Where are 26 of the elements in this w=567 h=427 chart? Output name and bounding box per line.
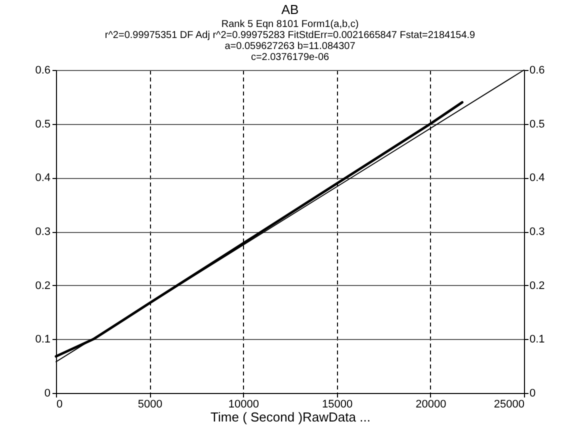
y-tick-label: 0.2: [35, 280, 50, 292]
y-tick-label: 0.1: [35, 334, 50, 346]
text: c=2.0376179e-06: [250, 52, 330, 63]
y-tick-label: 0.5: [35, 118, 50, 130]
text: r^2=0.99975351 DF Adj r^2=0.99975283 FitStdErr=0.0021665847 Fstat=2184154.9: [104, 30, 476, 41]
y2-tick-label: 0.4: [530, 172, 545, 184]
y-tick-label: 0.4: [35, 172, 50, 184]
y2-tick-label: 0.1: [530, 334, 545, 346]
y2-tick-label: 0.5: [530, 118, 545, 130]
x-tick-label: 0: [56, 398, 63, 410]
text: a=0.059627263 b=11.084307: [224, 41, 356, 52]
y2-tick-label: 0.2: [530, 280, 545, 292]
y2-tick-label: 0.6: [530, 64, 545, 76]
x-axis-title: Time ( Second )RawData ...: [210, 410, 370, 424]
y2-tick-label: 0.3: [530, 226, 545, 238]
y-tick-label: 0.3: [35, 226, 50, 238]
x-tick-label: 15000: [322, 398, 353, 410]
chart-title: AB: [281, 2, 299, 17]
x-tick-label: 5000: [138, 398, 162, 410]
y-tick-label: 0.6: [35, 64, 50, 76]
chart-subtitle: Rank 5 Eqn 8101 Form1(a,b,c): [221, 19, 359, 30]
x-tick-label: 10000: [228, 398, 259, 410]
x-tick-label: 25000: [494, 398, 524, 410]
y2-tick-label: 0: [530, 388, 536, 400]
x-tick-label: 20000: [416, 398, 446, 410]
y-tick-label: 0: [44, 388, 50, 400]
